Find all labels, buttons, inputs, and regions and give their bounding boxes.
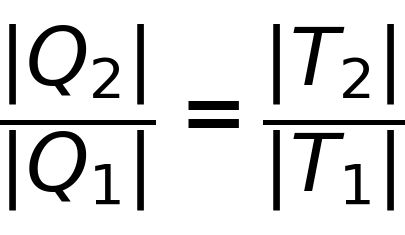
Text: $\boldsymbol{\dfrac{|Q_2|}{|Q_1|} = \dfrac{|T_2|}{|T_1|}}$: $\boldsymbol{\dfrac{|Q_2|}{|Q_1|} = \dfr…	[0, 22, 405, 213]
